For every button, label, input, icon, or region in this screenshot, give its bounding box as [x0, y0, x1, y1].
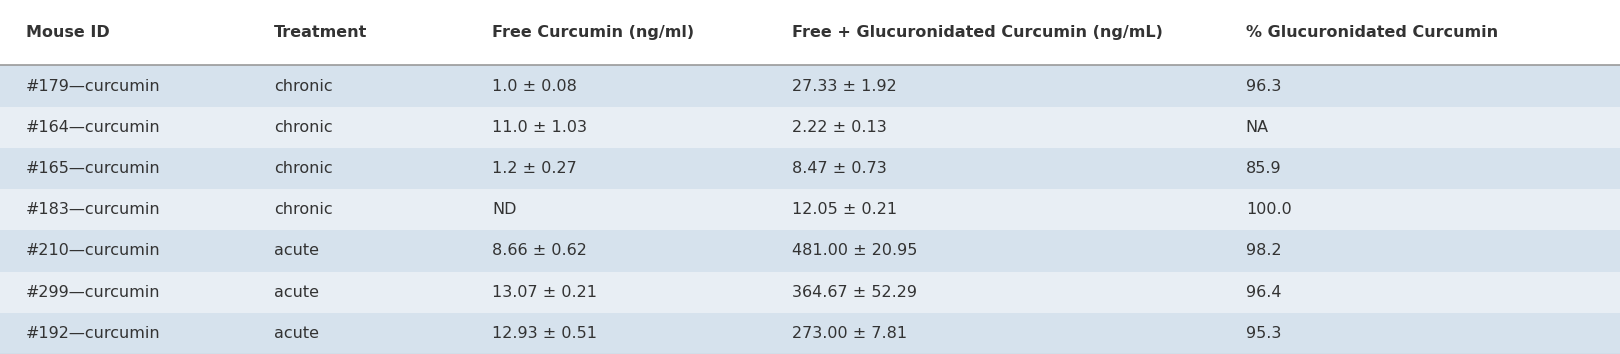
Text: 85.9: 85.9: [1246, 161, 1281, 176]
Text: Treatment: Treatment: [274, 25, 368, 40]
Text: 100.0: 100.0: [1246, 202, 1291, 217]
Text: acute: acute: [274, 285, 319, 300]
Text: 12.05 ± 0.21: 12.05 ± 0.21: [792, 202, 897, 217]
Text: 11.0 ± 1.03: 11.0 ± 1.03: [492, 120, 588, 135]
Text: 96.4: 96.4: [1246, 285, 1281, 300]
Bar: [0, 148, 1620, 189]
Text: chronic: chronic: [274, 161, 332, 176]
Bar: [0, 272, 1620, 313]
Text: chronic: chronic: [274, 79, 332, 93]
Text: #183—curcumin: #183—curcumin: [26, 202, 160, 217]
Text: 1.2 ± 0.27: 1.2 ± 0.27: [492, 161, 577, 176]
Text: #164—curcumin: #164—curcumin: [26, 120, 160, 135]
Text: #192—curcumin: #192—curcumin: [26, 326, 160, 341]
Text: #299—curcumin: #299—curcumin: [26, 285, 160, 300]
Text: 481.00 ± 20.95: 481.00 ± 20.95: [792, 244, 917, 258]
Text: 13.07 ± 0.21: 13.07 ± 0.21: [492, 285, 598, 300]
Text: Mouse ID: Mouse ID: [26, 25, 110, 40]
Text: 12.93 ± 0.51: 12.93 ± 0.51: [492, 326, 598, 341]
Text: #179—curcumin: #179—curcumin: [26, 79, 160, 93]
Text: NA: NA: [1246, 120, 1268, 135]
Bar: [0, 230, 1620, 272]
Text: 98.2: 98.2: [1246, 244, 1281, 258]
Text: 95.3: 95.3: [1246, 326, 1281, 341]
Text: acute: acute: [274, 326, 319, 341]
Text: chronic: chronic: [274, 202, 332, 217]
Text: Free + Glucuronidated Curcumin (ng/mL): Free + Glucuronidated Curcumin (ng/mL): [792, 25, 1163, 40]
Text: 273.00 ± 7.81: 273.00 ± 7.81: [792, 326, 907, 341]
Text: 8.47 ± 0.73: 8.47 ± 0.73: [792, 161, 886, 176]
Text: 27.33 ± 1.92: 27.33 ± 1.92: [792, 79, 897, 93]
Text: Free Curcumin (ng/ml): Free Curcumin (ng/ml): [492, 25, 695, 40]
Bar: [0, 107, 1620, 148]
Text: 96.3: 96.3: [1246, 79, 1281, 93]
Text: acute: acute: [274, 244, 319, 258]
Bar: [0, 0, 1620, 65]
Text: #165—curcumin: #165—curcumin: [26, 161, 160, 176]
Text: chronic: chronic: [274, 120, 332, 135]
Text: % Glucuronidated Curcumin: % Glucuronidated Curcumin: [1246, 25, 1498, 40]
Text: 1.0 ± 0.08: 1.0 ± 0.08: [492, 79, 577, 93]
Bar: [0, 65, 1620, 107]
Bar: [0, 313, 1620, 354]
Text: ND: ND: [492, 202, 517, 217]
Bar: [0, 189, 1620, 230]
Text: 364.67 ± 52.29: 364.67 ± 52.29: [792, 285, 917, 300]
Text: 2.22 ± 0.13: 2.22 ± 0.13: [792, 120, 886, 135]
Text: 8.66 ± 0.62: 8.66 ± 0.62: [492, 244, 588, 258]
Text: #210—curcumin: #210—curcumin: [26, 244, 160, 258]
